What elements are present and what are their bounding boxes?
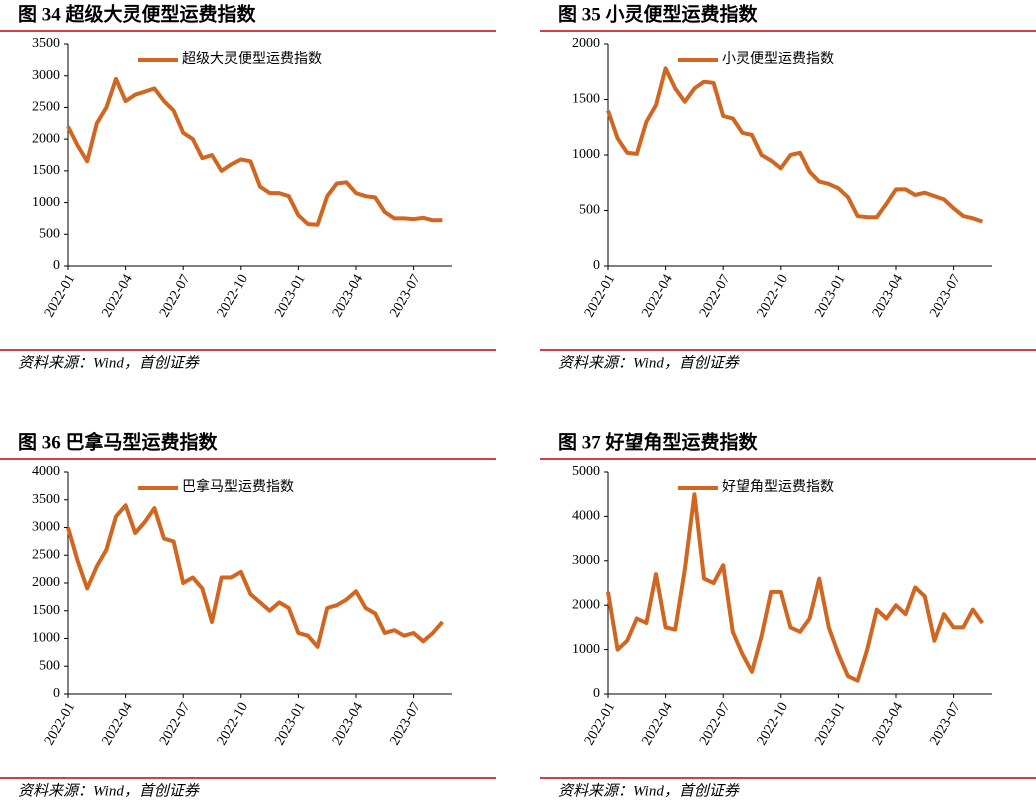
x-tick-label: 2023-04 [330, 272, 366, 320]
y-tick-label: 0 [593, 686, 600, 701]
y-tick-label: 1500 [572, 92, 600, 107]
y-tick-label: 2000 [572, 597, 600, 612]
y-tick-label: 3000 [32, 520, 60, 535]
series-line [606, 492, 985, 683]
x-tick-label: 2022-07 [157, 272, 193, 320]
y-tick-label: 1000 [32, 631, 60, 646]
x-tick-label: 2022-01 [582, 700, 618, 748]
y-tick-label: 1500 [32, 603, 60, 618]
x-tick-label: 2023-04 [330, 700, 366, 748]
legend-label: 小灵便型运费指数 [722, 51, 834, 67]
y-tick-label: 500 [39, 227, 60, 242]
x-tick-label: 2023-01 [272, 700, 308, 748]
x-tick-label: 2023-07 [388, 272, 424, 320]
chart-title: 图 35 小灵便型运费指数 [558, 2, 759, 25]
source: 资料来源：Wind，首创证券 [558, 354, 740, 371]
y-tick-label: 500 [579, 203, 600, 218]
x-tick-label: 2022-01 [42, 272, 78, 320]
y-tick-label: 3000 [572, 553, 600, 568]
y-tick-label: 1000 [572, 147, 600, 162]
y-tick-label: 2500 [32, 547, 60, 562]
y-tick-label: 1000 [32, 195, 60, 210]
x-tick-label: 2022-07 [697, 272, 733, 320]
y-tick-label: 0 [593, 258, 600, 273]
source: 资料来源：Wind，首创证券 [558, 782, 740, 799]
chart-title: 图 37 好望角型运费指数 [558, 430, 759, 453]
x-tick-label: 2022-04 [640, 272, 676, 320]
y-tick-label: 2000 [572, 36, 600, 51]
legend-label: 巴拿马型运费指数 [182, 478, 294, 495]
legend-label: 超级大灵便型运费指数 [182, 51, 322, 67]
y-tick-label: 4000 [32, 464, 60, 479]
legend-label: 好望角型运费指数 [722, 479, 834, 495]
x-tick-label: 2023-01 [272, 272, 308, 320]
x-tick-label: 2022-07 [697, 700, 733, 748]
source: 资料来源：Wind，首创证券 [18, 782, 200, 799]
x-tick-label: 2022-04 [100, 700, 136, 748]
series-line [66, 503, 444, 649]
x-tick-label: 2022-10 [215, 272, 251, 320]
y-tick-label: 3000 [32, 68, 60, 83]
y-tick-label: 3500 [32, 492, 60, 507]
y-tick-label: 2000 [32, 575, 60, 590]
y-tick-label: 3500 [32, 36, 60, 51]
x-tick-label: 2022-07 [157, 700, 193, 748]
x-tick-label: 2023-01 [812, 272, 848, 320]
chart-title: 图 36 巴拿马型运费指数 [18, 430, 219, 453]
series-line [66, 76, 443, 227]
x-tick-label: 2022-04 [100, 272, 136, 320]
y-tick-label: 4000 [572, 509, 600, 524]
x-tick-label: 2022-10 [755, 700, 791, 748]
x-tick-label: 2023-01 [812, 700, 848, 748]
chart-title: 图 34 超级大灵便型运费指数 [18, 2, 257, 25]
x-tick-label: 2023-07 [928, 700, 964, 748]
y-tick-label: 2000 [32, 131, 60, 146]
series-line [606, 66, 984, 224]
y-tick-label: 500 [39, 658, 60, 673]
x-tick-label: 2022-10 [755, 272, 791, 320]
y-tick-label: 5000 [572, 464, 600, 479]
y-tick-label: 1500 [32, 163, 60, 178]
y-tick-label: 0 [53, 686, 60, 701]
y-tick-label: 1000 [572, 642, 600, 657]
x-tick-label: 2022-10 [215, 700, 251, 748]
x-tick-label: 2022-01 [42, 700, 78, 748]
x-tick-label: 2023-04 [870, 700, 906, 748]
x-tick-label: 2023-07 [388, 700, 424, 748]
source: 资料来源：Wind，首创证券 [18, 354, 200, 371]
y-tick-label: 0 [53, 258, 60, 273]
x-tick-label: 2022-04 [640, 700, 676, 748]
y-tick-label: 2500 [32, 100, 60, 115]
x-tick-label: 2023-07 [928, 272, 964, 320]
x-tick-label: 2023-04 [870, 272, 906, 320]
x-tick-label: 2022-01 [582, 272, 618, 320]
